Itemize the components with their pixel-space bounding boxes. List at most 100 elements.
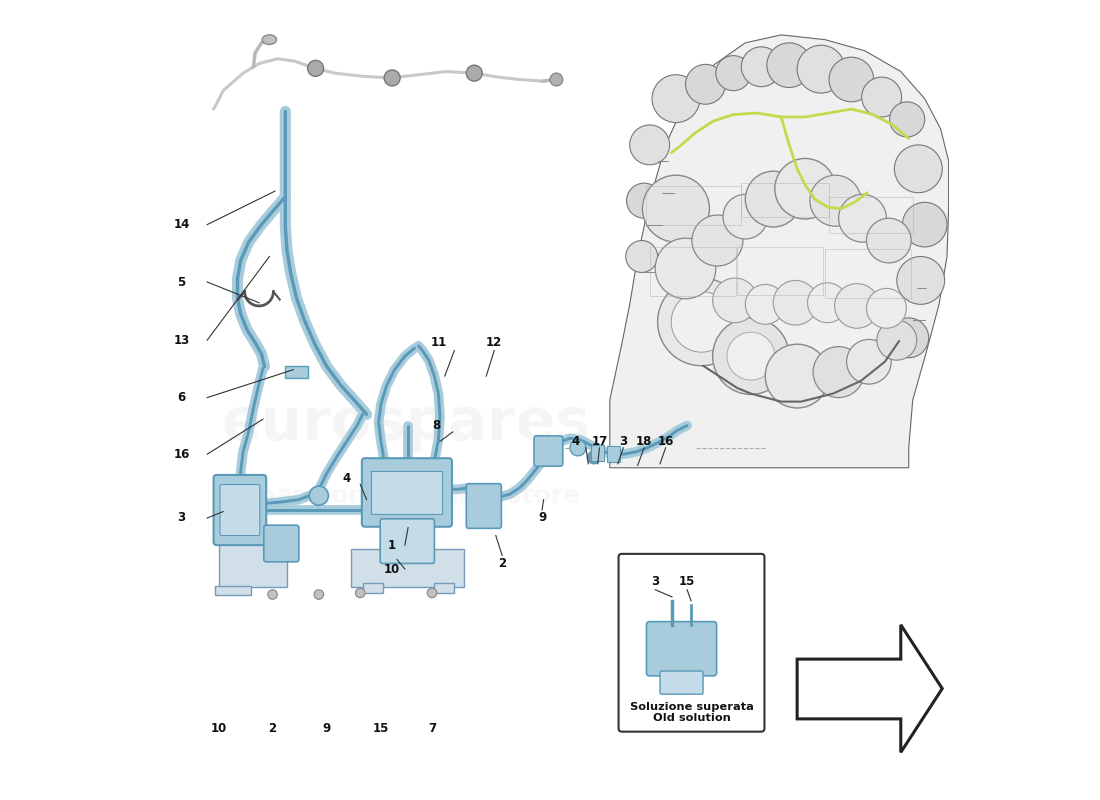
FancyBboxPatch shape — [220, 485, 260, 535]
Circle shape — [746, 285, 785, 324]
Text: 14: 14 — [174, 218, 190, 231]
Circle shape — [727, 332, 774, 380]
Polygon shape — [798, 625, 943, 752]
Circle shape — [466, 65, 482, 81]
Circle shape — [652, 74, 700, 122]
Circle shape — [626, 241, 658, 273]
Text: 10: 10 — [211, 722, 228, 735]
Circle shape — [861, 77, 902, 117]
Circle shape — [570, 440, 586, 456]
Circle shape — [894, 145, 943, 193]
Bar — [607, 446, 620, 462]
Circle shape — [902, 202, 947, 247]
Circle shape — [308, 60, 323, 76]
Bar — [592, 445, 604, 461]
FancyBboxPatch shape — [535, 436, 563, 466]
Circle shape — [877, 320, 916, 360]
Circle shape — [810, 175, 861, 226]
Circle shape — [314, 590, 323, 599]
Bar — [829, 197, 913, 233]
Circle shape — [642, 175, 710, 242]
Text: 3: 3 — [177, 511, 186, 525]
Bar — [351, 549, 464, 587]
Circle shape — [685, 64, 725, 104]
Bar — [216, 586, 251, 595]
Circle shape — [716, 56, 751, 90]
Bar — [219, 538, 287, 587]
Circle shape — [627, 183, 661, 218]
Circle shape — [746, 171, 801, 227]
Bar — [363, 583, 383, 593]
FancyBboxPatch shape — [264, 525, 299, 562]
Text: 6: 6 — [177, 391, 186, 404]
Circle shape — [384, 70, 400, 86]
Circle shape — [829, 57, 873, 102]
Text: 5: 5 — [177, 275, 186, 289]
Circle shape — [658, 278, 746, 366]
Circle shape — [767, 43, 812, 87]
Text: 4: 4 — [342, 472, 351, 485]
Text: 7: 7 — [428, 722, 436, 735]
Circle shape — [889, 318, 928, 358]
Bar — [825, 249, 911, 298]
Text: 15: 15 — [679, 575, 695, 588]
Circle shape — [267, 590, 277, 599]
Circle shape — [427, 588, 437, 598]
Text: 17: 17 — [592, 435, 607, 448]
Text: 9: 9 — [322, 722, 331, 735]
FancyBboxPatch shape — [466, 484, 502, 528]
Circle shape — [847, 339, 891, 384]
Bar — [285, 366, 308, 378]
Bar — [737, 247, 824, 294]
Text: 18: 18 — [636, 435, 652, 448]
Text: 2: 2 — [268, 722, 276, 735]
Circle shape — [713, 318, 789, 394]
Bar — [646, 186, 741, 225]
Circle shape — [835, 284, 879, 328]
Circle shape — [723, 194, 768, 239]
Text: eurospares: eurospares — [222, 395, 591, 453]
Circle shape — [629, 125, 670, 165]
Bar — [650, 247, 736, 296]
Circle shape — [587, 451, 601, 464]
Circle shape — [867, 218, 911, 263]
Circle shape — [838, 194, 887, 242]
Circle shape — [550, 73, 563, 86]
Circle shape — [656, 238, 716, 298]
Circle shape — [867, 288, 906, 328]
Circle shape — [813, 346, 865, 398]
Circle shape — [671, 291, 732, 352]
Circle shape — [355, 588, 365, 598]
Circle shape — [741, 47, 781, 86]
Circle shape — [890, 102, 925, 137]
Circle shape — [309, 486, 329, 506]
Ellipse shape — [262, 35, 276, 45]
Circle shape — [766, 344, 829, 408]
Text: 3: 3 — [619, 435, 627, 448]
Text: 4: 4 — [571, 435, 580, 448]
FancyBboxPatch shape — [213, 475, 266, 545]
Circle shape — [774, 158, 835, 219]
Text: 16: 16 — [658, 435, 674, 448]
Text: 11: 11 — [430, 336, 447, 349]
Bar — [741, 183, 829, 217]
Text: 13: 13 — [174, 334, 190, 346]
Text: 15: 15 — [373, 722, 389, 735]
Bar — [372, 471, 442, 514]
Text: Soluzione superata
Old solution: Soluzione superata Old solution — [629, 702, 754, 723]
Polygon shape — [609, 35, 948, 468]
Circle shape — [807, 283, 847, 322]
Text: 1: 1 — [388, 538, 396, 551]
Bar — [434, 583, 454, 593]
FancyBboxPatch shape — [381, 518, 434, 563]
Circle shape — [713, 278, 757, 322]
Text: 12: 12 — [486, 336, 503, 349]
Text: 2: 2 — [498, 557, 506, 570]
FancyBboxPatch shape — [660, 671, 703, 694]
Text: 9: 9 — [538, 511, 547, 525]
FancyBboxPatch shape — [647, 622, 716, 676]
FancyBboxPatch shape — [362, 458, 452, 526]
Text: 8: 8 — [432, 419, 441, 432]
Circle shape — [896, 257, 945, 304]
FancyBboxPatch shape — [618, 554, 764, 732]
